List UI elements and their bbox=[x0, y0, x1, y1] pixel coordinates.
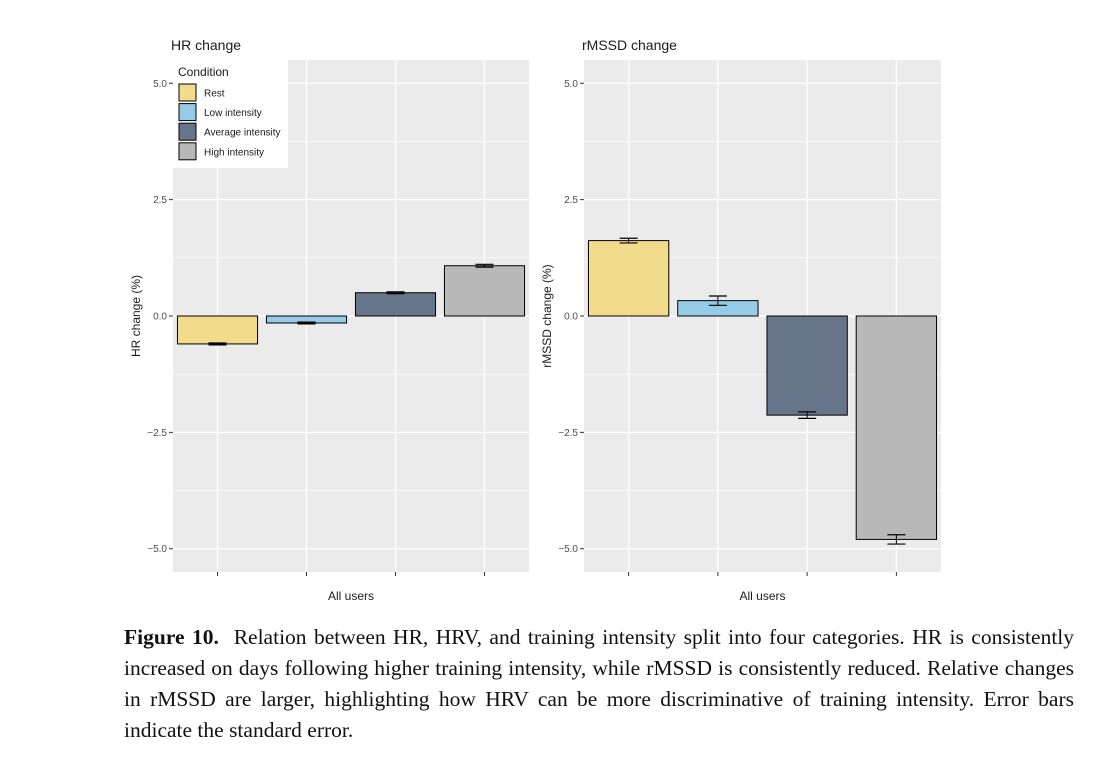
legend: Condition Rest Low intensity Average intens… bbox=[173, 60, 288, 168]
error-bar bbox=[619, 237, 638, 244]
y-axis-title: HR change (%) bbox=[129, 275, 143, 357]
error-bar bbox=[297, 321, 316, 325]
legend-label: Low intensity bbox=[204, 108, 262, 119]
panel-title: rMSSD change bbox=[582, 37, 677, 53]
error-bar bbox=[798, 411, 817, 419]
figure-charts: −5.0 −2.5 0.0 2.5 5.0 HR change All users HR ch… bbox=[129, 37, 941, 603]
chart-panel-0: −5.0 −2.5 0.0 2.5 5.0 HR change All users HR ch… bbox=[129, 37, 529, 603]
y-tick-label: 5.0 bbox=[153, 79, 167, 90]
bar-rest bbox=[176, 315, 259, 345]
panel-title: HR change bbox=[171, 37, 241, 53]
error-bar bbox=[475, 263, 494, 268]
x-axis-title: All users bbox=[328, 589, 374, 603]
figure-caption: Figure 10. Relation between HR, HRV, and… bbox=[124, 622, 1074, 746]
y-tick-label: 2.5 bbox=[564, 195, 578, 206]
error-bar bbox=[208, 342, 227, 346]
bar-high-intensity bbox=[855, 315, 938, 540]
caption-text: Relation between HR, HRV, and training i… bbox=[124, 625, 1075, 742]
y-tick-label: −2.5 bbox=[147, 428, 167, 439]
chart-panel-1: −5.0 −2.5 0.0 2.5 5.0 rMSSD change All users rM… bbox=[540, 37, 941, 603]
error-bar bbox=[708, 295, 727, 306]
y-tick-label: −5.0 bbox=[558, 544, 578, 555]
legend-key bbox=[178, 142, 197, 161]
bar-average-intensity bbox=[766, 315, 848, 416]
bar-average-intensity bbox=[354, 292, 437, 317]
error-bar bbox=[887, 534, 906, 545]
y-tick-label: 5.0 bbox=[564, 79, 578, 90]
legend-title: Condition bbox=[178, 65, 229, 79]
legend-label: Average intensity bbox=[204, 128, 281, 139]
y-tick-label: 0.0 bbox=[564, 312, 578, 323]
legend-label: High intensity bbox=[204, 147, 264, 158]
y-tick-label: −2.5 bbox=[558, 428, 578, 439]
y-axis-title: rMSSD change (%) bbox=[540, 264, 554, 367]
error-bar bbox=[386, 291, 405, 295]
legend-key bbox=[178, 122, 197, 141]
bar-rest bbox=[587, 240, 670, 317]
caption-label: Figure 10. bbox=[124, 625, 219, 649]
y-tick-label: −5.0 bbox=[147, 544, 167, 555]
x-axis-title: All users bbox=[739, 589, 785, 603]
legend-key bbox=[178, 83, 197, 102]
legend-key bbox=[178, 103, 197, 122]
legend-label: Rest bbox=[204, 89, 225, 100]
y-tick-label: 2.5 bbox=[153, 195, 167, 206]
y-tick-label: 0.0 bbox=[153, 312, 167, 323]
bar-high-intensity bbox=[443, 265, 526, 317]
